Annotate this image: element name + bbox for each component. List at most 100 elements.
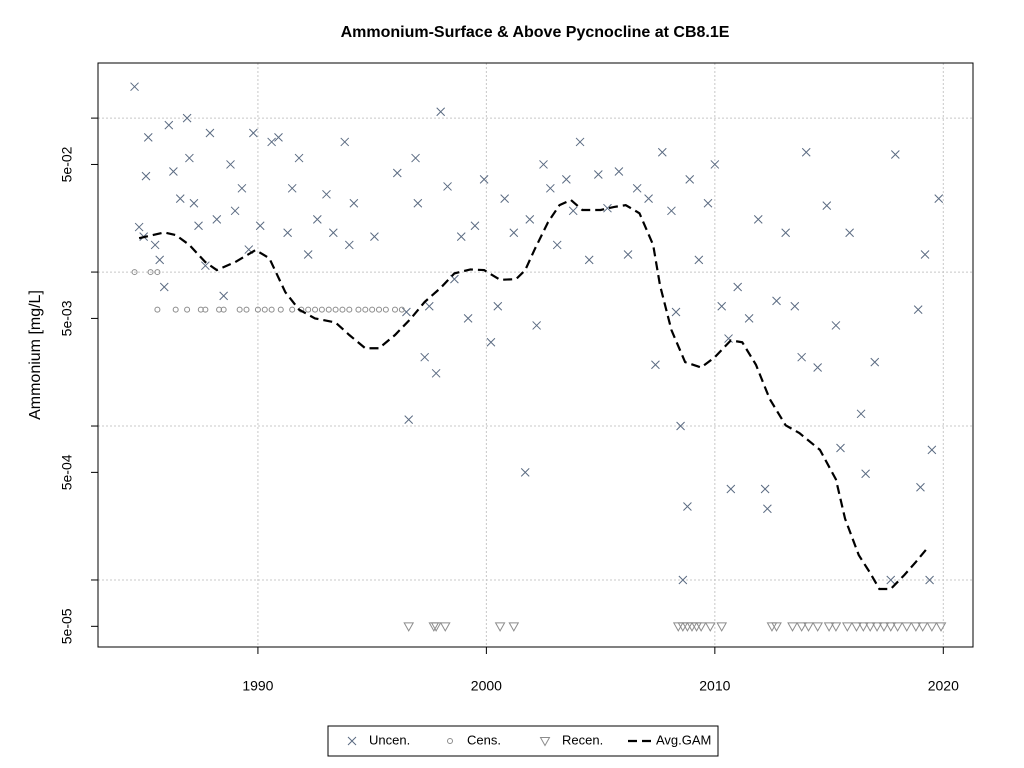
cross-point [733, 282, 743, 292]
cross-point [420, 352, 430, 362]
cross-point [344, 240, 354, 250]
cross-point [230, 206, 240, 216]
triangle-point [857, 622, 869, 632]
circle-point [243, 306, 250, 313]
circle-point [305, 306, 312, 313]
cross-point [340, 137, 350, 147]
triangle-point [430, 622, 442, 632]
triangle-point [892, 622, 903, 632]
legend-label: Avg.GAM [656, 732, 711, 747]
y-axis-label: Ammonium [mg/L] [27, 290, 44, 420]
cross-point [185, 153, 194, 163]
cross-point [575, 137, 585, 147]
cross-point [463, 314, 473, 323]
cross-point [283, 228, 292, 238]
circle-point [154, 306, 161, 313]
cross-point [886, 575, 896, 585]
cross-point [694, 255, 704, 265]
circle-point [362, 306, 369, 313]
cross-point [443, 182, 452, 191]
cross-point [801, 147, 811, 157]
triangle-point [935, 622, 947, 632]
triangle-point [716, 622, 728, 632]
plot-frame [97, 62, 974, 648]
cross-point [486, 337, 496, 347]
cross-point [667, 206, 676, 216]
cross-point [920, 250, 930, 259]
cross-point [182, 113, 192, 123]
circle-point [184, 306, 191, 313]
y-tick-label: 5e-05 [59, 608, 75, 644]
cross-point [856, 409, 866, 419]
triangle-point [910, 622, 922, 632]
cross-point [479, 175, 489, 184]
cross-point [763, 504, 772, 514]
cross-point [760, 484, 770, 494]
legend-box [327, 725, 719, 757]
circle-point [202, 306, 209, 313]
cross-point [683, 502, 692, 511]
cross-point [470, 221, 480, 231]
circle-point [318, 306, 325, 313]
cross-point [164, 120, 174, 130]
cross-point [255, 221, 265, 231]
cross-point [287, 183, 297, 193]
cross-point [130, 82, 139, 92]
cross-point [303, 250, 313, 259]
cross-point [424, 301, 434, 311]
triangle-point [787, 622, 798, 632]
triangle-point [830, 622, 842, 632]
cross-point [545, 183, 555, 193]
cross-point [500, 194, 510, 203]
circle-point [346, 306, 353, 313]
cross-point [913, 305, 923, 315]
cross-point [141, 171, 151, 181]
cross-point [870, 357, 880, 367]
legend: Uncen. Cens. Recen. Avg.GAM [347, 732, 711, 747]
legend-swatch [447, 738, 453, 744]
circle-point [236, 306, 243, 313]
cross-point [685, 175, 695, 184]
triangle-point [864, 622, 876, 632]
circle-point [398, 306, 405, 313]
cross-point [294, 153, 304, 163]
legend-label: Cens. [467, 732, 501, 747]
cross-point [584, 255, 594, 265]
circle-point [254, 306, 261, 313]
triangle-point [439, 622, 451, 632]
cross-point [525, 214, 535, 224]
cross-point [813, 363, 823, 372]
circle-point [289, 306, 296, 313]
cross-point [781, 228, 791, 238]
cross-point [831, 321, 841, 330]
x-tick-label: 2020 [928, 678, 959, 694]
triangle-point [677, 622, 689, 632]
grid: 1990 2000 2010 2020 5e-05 5e-04 5e-03 5e-02 [59, 63, 973, 694]
triangle-point [823, 622, 835, 632]
cross-point [143, 132, 153, 142]
cross-point [532, 321, 541, 330]
cross-point [267, 137, 276, 147]
cross-point [349, 198, 359, 208]
cross-point [644, 194, 653, 203]
cross-point [744, 314, 754, 323]
x-tick-label: 1990 [242, 678, 273, 694]
triangle-point [803, 622, 814, 632]
cross-point [312, 214, 322, 224]
cross-point [614, 167, 624, 176]
cross-point [632, 183, 642, 193]
cross-point [916, 482, 925, 492]
cross-point [237, 183, 247, 193]
cross-point [593, 170, 603, 179]
cross-point [169, 167, 178, 176]
triangle-point [766, 622, 778, 632]
cross-point [370, 232, 379, 241]
cross-point [456, 232, 466, 241]
x-tick-label: 2010 [699, 678, 730, 694]
circle-point [147, 269, 154, 276]
legend-label: Uncen. [369, 732, 410, 747]
triangle-point [917, 622, 929, 632]
cross-point [205, 128, 215, 138]
cross-point [797, 352, 807, 362]
